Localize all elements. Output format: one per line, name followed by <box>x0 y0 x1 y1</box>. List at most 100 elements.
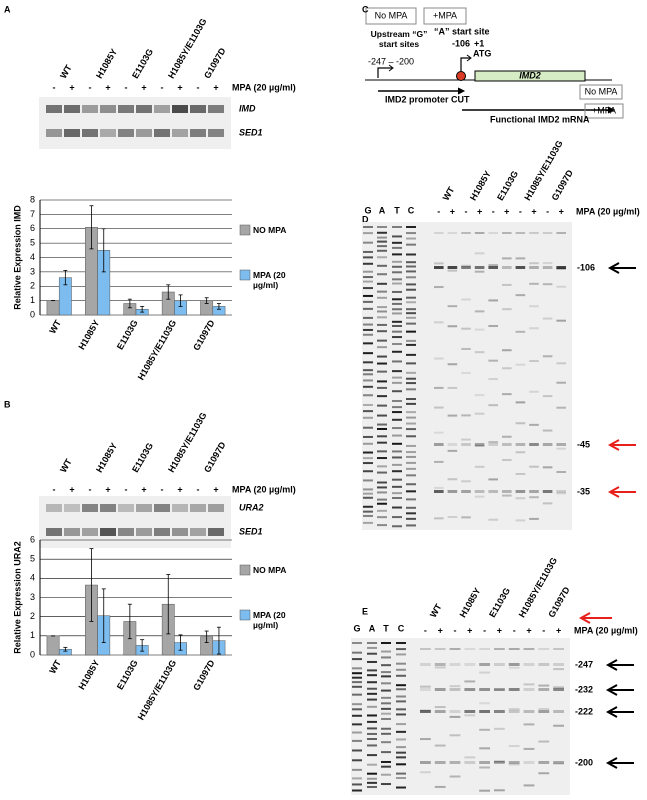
gel-band <box>363 435 373 438</box>
gel-band <box>434 666 446 669</box>
gel-band <box>396 662 406 665</box>
gel-band <box>449 761 461 764</box>
gel-band <box>396 713 406 716</box>
gel-band <box>381 712 391 715</box>
gel-band <box>474 270 485 273</box>
marker-arrowhead <box>605 757 618 769</box>
lane-sign: + <box>177 82 182 92</box>
gel-band <box>556 232 566 234</box>
lane-sign: + <box>526 625 531 635</box>
gel-band <box>392 400 402 402</box>
gel-band <box>538 740 550 743</box>
gel-band <box>406 517 416 520</box>
gel-band <box>461 443 471 446</box>
gel-band <box>46 504 62 512</box>
gel-band <box>488 478 498 481</box>
legend-swatch <box>239 269 251 281</box>
gel-band <box>377 323 387 326</box>
lane-label: E1103G <box>130 441 155 474</box>
gel-band <box>556 381 566 384</box>
gel-band <box>529 266 539 269</box>
gel-band <box>502 232 512 234</box>
gel-band <box>406 265 416 268</box>
gel-band <box>494 663 505 666</box>
lane-sign: + <box>504 206 509 216</box>
lane-sign: - <box>125 82 128 92</box>
marker-label: -45 <box>577 439 590 449</box>
gel-band <box>556 447 566 450</box>
gel-band <box>367 652 377 655</box>
gel-band <box>396 688 406 691</box>
lane-sign: - <box>513 625 516 635</box>
band-label: SED1 <box>239 127 263 137</box>
gel-band <box>406 474 416 477</box>
gel-band <box>542 283 553 286</box>
error-bar <box>216 626 221 655</box>
x-tick-label: WT <box>47 318 63 336</box>
legend-label: MPA (20 µg/ml) <box>253 610 286 630</box>
gel-band <box>488 378 498 381</box>
gel-band <box>363 403 373 406</box>
gel-band <box>381 642 391 644</box>
gel-band <box>529 360 539 363</box>
gel-band <box>538 688 550 691</box>
lane-sign: - <box>546 206 549 216</box>
gel-band <box>515 294 526 297</box>
gel-band <box>464 710 476 713</box>
gel-band <box>488 266 498 269</box>
gel-band <box>396 695 406 698</box>
gel-band <box>502 490 512 493</box>
gel-band <box>515 401 526 404</box>
x-tick-label: H1085Y/E1103G <box>136 658 178 722</box>
gel-band <box>556 492 566 495</box>
gel-band <box>377 240 387 243</box>
gel-band <box>434 443 444 446</box>
gel-band <box>367 781 377 784</box>
gel-band <box>502 443 512 446</box>
gel-band <box>406 461 416 464</box>
gel-band <box>406 524 416 527</box>
y-tick-label: 6 <box>30 534 35 544</box>
gel-band <box>367 687 377 690</box>
gel-band <box>363 241 373 244</box>
gel-band <box>553 761 564 764</box>
lane-sign: + <box>559 206 564 216</box>
gel-band <box>523 683 535 686</box>
gel-image <box>39 97 231 149</box>
gel-band <box>515 519 526 522</box>
ladder-label: C <box>398 623 405 633</box>
gel-band <box>363 250 373 253</box>
gel-band <box>406 428 416 431</box>
gel-band <box>542 262 553 265</box>
gel-band <box>396 653 406 656</box>
gel-band <box>352 731 362 734</box>
gel-band <box>508 688 520 691</box>
gel-band <box>363 496 373 499</box>
gel-band <box>363 479 373 482</box>
gel-band <box>377 481 387 484</box>
gel-band <box>447 386 458 389</box>
gel-band <box>392 330 402 333</box>
gel-band <box>406 301 416 304</box>
error-bar <box>140 305 145 313</box>
gel-band <box>508 763 520 766</box>
gel-band <box>367 786 377 789</box>
gel-band <box>474 328 485 331</box>
gel-band <box>392 381 402 384</box>
gel-band <box>363 270 373 273</box>
y-tick-label: 2 <box>30 611 35 621</box>
gel-band <box>508 648 520 650</box>
gel-band <box>515 266 526 269</box>
gel-band <box>208 105 224 113</box>
gel-band <box>406 226 416 228</box>
lane-label: H1085Y/E1103G <box>166 411 208 475</box>
gel-band <box>190 528 206 536</box>
gel-band <box>363 451 373 454</box>
gel-band <box>381 727 391 730</box>
error-bar <box>216 303 221 310</box>
gel-band <box>464 756 476 759</box>
gel-band <box>396 648 406 651</box>
gel-band <box>406 362 416 365</box>
gel-band <box>392 442 402 445</box>
lane-sign: + <box>477 206 482 216</box>
